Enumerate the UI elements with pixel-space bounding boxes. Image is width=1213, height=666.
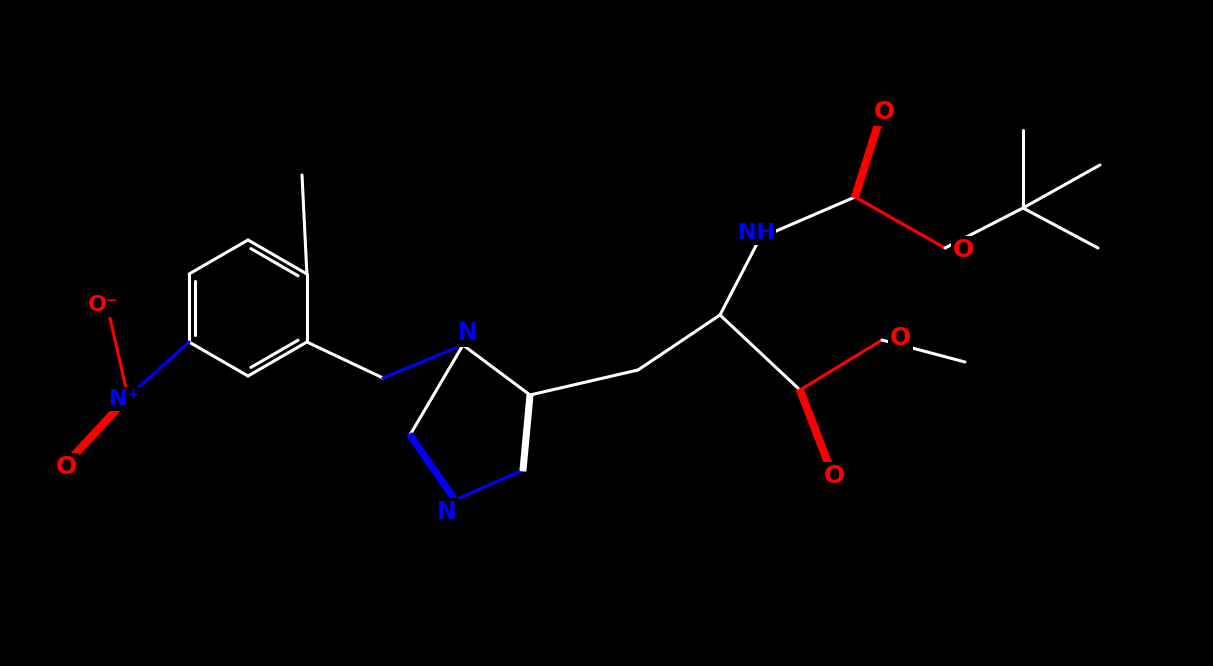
Text: N⁺: N⁺ <box>109 389 139 409</box>
Text: O: O <box>873 100 895 124</box>
Text: N: N <box>437 500 457 524</box>
Text: O: O <box>890 326 911 350</box>
Text: O: O <box>824 464 844 488</box>
Text: O⁻: O⁻ <box>87 295 119 315</box>
Text: N: N <box>459 321 478 345</box>
Text: O: O <box>56 455 76 479</box>
Text: NH: NH <box>738 223 774 243</box>
Text: O: O <box>953 238 974 262</box>
